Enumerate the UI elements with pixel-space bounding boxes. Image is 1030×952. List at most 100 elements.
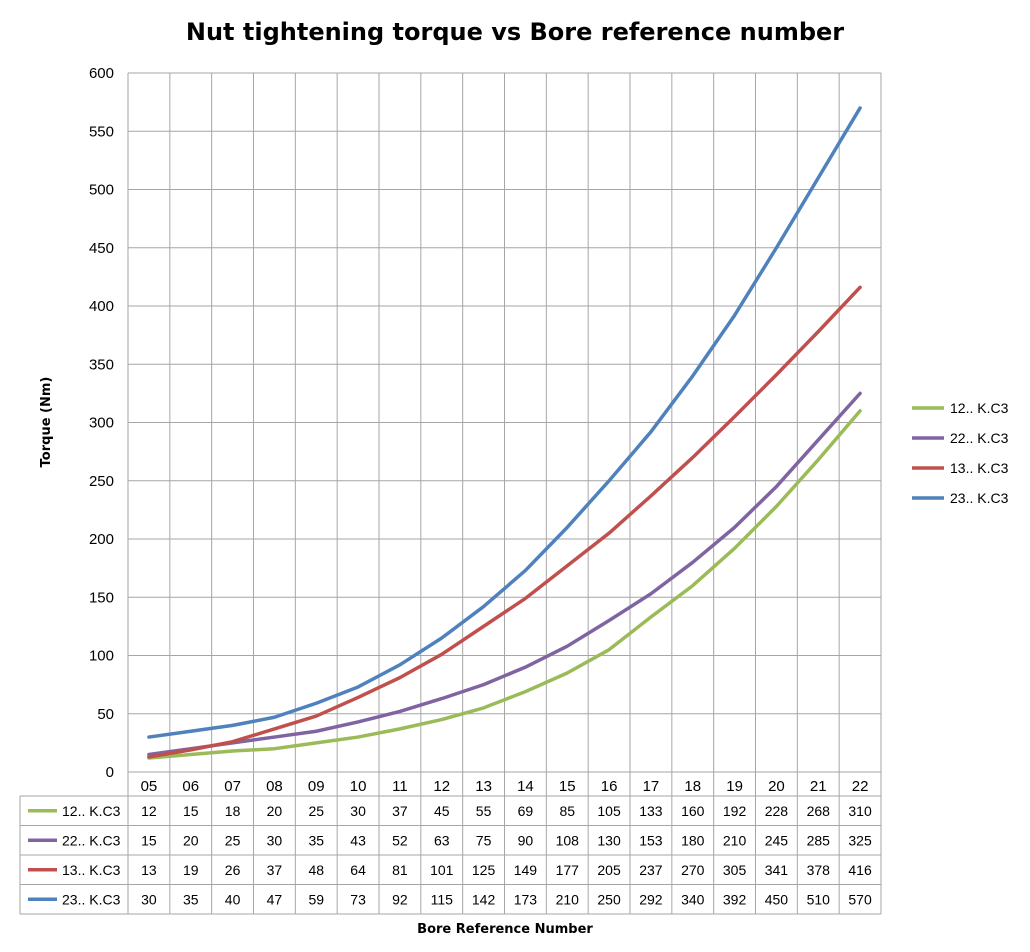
table-cell: 26 (225, 862, 241, 878)
y-tick-label: 500 (89, 182, 114, 199)
y-axis-ticks: 0 50 100 150 200 250 300 350 400 450 500 550 600 (89, 65, 114, 781)
table-cell: 153 (639, 832, 663, 848)
table-cell: 205 (597, 862, 621, 878)
table-cell: 570 (848, 891, 872, 907)
series-line (147, 409, 862, 760)
series-lines (147, 106, 862, 760)
table-cell: 18 (225, 803, 241, 819)
table-cell: 210 (556, 891, 580, 907)
table-cell: 450 (765, 891, 789, 907)
y-tick-label: 0 (106, 764, 114, 781)
table-cell: 149 (514, 862, 538, 878)
table-cell: 192 (723, 803, 747, 819)
y-tick-label: 600 (89, 65, 114, 82)
table-cell: 30 (267, 832, 283, 848)
data-table: 05 06 07 08 09 10 11 12 13 14 15 16 17 18 19 20 21 22 12..… (19, 778, 881, 915)
table-cell: 37 (267, 862, 283, 878)
table-cell: 25 (225, 832, 241, 848)
table-cell: 30 (141, 891, 157, 907)
legend-label: 13.. K.C3 (950, 460, 1009, 476)
table-cell: 69 (518, 803, 534, 819)
table-cell: 47 (267, 891, 283, 907)
x-tick-label: 19 (726, 778, 743, 795)
table-cell: 75 (476, 832, 492, 848)
y-tick-label: 50 (97, 706, 114, 723)
y-tick-label: 450 (89, 240, 114, 257)
table-cell: 20 (183, 832, 199, 848)
table-cell: 52 (392, 832, 408, 848)
table-cell: 245 (765, 832, 789, 848)
x-tick-label: 21 (810, 778, 827, 795)
x-tick-label: 17 (643, 778, 660, 795)
y-tick-label: 400 (89, 298, 114, 315)
x-axis-label: Bore Reference Number (417, 922, 593, 937)
x-tick-label: 22 (852, 778, 869, 795)
table-cell: 392 (723, 891, 747, 907)
grid (127, 72, 882, 914)
table-cell: 15 (141, 832, 157, 848)
table-cell: 180 (681, 832, 705, 848)
y-tick-label: 150 (89, 589, 114, 606)
table-cell: 250 (597, 891, 621, 907)
table-cell: 85 (559, 803, 575, 819)
table-cell: 173 (514, 891, 538, 907)
table-cell: 340 (681, 891, 705, 907)
x-tick-label: 06 (182, 778, 199, 795)
table-cell: 101 (430, 862, 454, 878)
legend-label: 12.. K.C3 (950, 400, 1009, 416)
table-cell: 30 (350, 803, 366, 819)
x-tick-label: 20 (768, 778, 785, 795)
chart-title: Nut tightening torque vs Bore reference … (186, 18, 844, 46)
table-cell: 55 (476, 803, 492, 819)
table-cell: 48 (308, 862, 324, 878)
table-cell: 341 (765, 862, 789, 878)
table-cell: 125 (472, 862, 496, 878)
table-cell: 37 (392, 803, 408, 819)
x-tick-label: 15 (559, 778, 576, 795)
table-cell: 177 (556, 862, 580, 878)
table-row-label: 13.. K.C3 (62, 862, 121, 878)
table-cell: 108 (556, 832, 580, 848)
table-cell: 25 (308, 803, 324, 819)
table-cell: 310 (848, 803, 872, 819)
table-cell: 73 (350, 891, 366, 907)
table-cell: 142 (472, 891, 496, 907)
table-cell: 105 (597, 803, 621, 819)
table-row-label: 12.. K.C3 (62, 803, 121, 819)
x-tick-label: 13 (475, 778, 492, 795)
x-tick-label: 05 (141, 778, 158, 795)
y-axis-label: Torque (Nm) (39, 377, 54, 468)
table-cell: 285 (807, 832, 831, 848)
series-line (147, 391, 862, 757)
table-cell: 19 (183, 862, 199, 878)
table-cell: 160 (681, 803, 705, 819)
table-cell: 35 (308, 832, 324, 848)
y-tick-label: 550 (89, 123, 114, 140)
table-cell: 325 (848, 832, 872, 848)
x-tick-label: 10 (350, 778, 367, 795)
x-tick-label: 08 (266, 778, 283, 795)
table-cell: 64 (350, 862, 366, 878)
table-cell: 35 (183, 891, 199, 907)
table-cell: 40 (225, 891, 241, 907)
series-line (147, 106, 862, 739)
legend: 12.. K.C3 22.. K.C3 13.. K.C3 23.. K.C3 (912, 400, 1009, 506)
table-cell: 90 (518, 832, 534, 848)
table-cell: 45 (434, 803, 450, 819)
x-tick-label: 16 (601, 778, 618, 795)
table-row-label: 23.. K.C3 (62, 891, 121, 907)
table-cell: 270 (681, 862, 705, 878)
table-cell: 210 (723, 832, 747, 848)
x-tick-label: 09 (308, 778, 325, 795)
x-tick-label: 12 (433, 778, 450, 795)
x-tick-label: 18 (684, 778, 701, 795)
table-cell: 305 (723, 862, 747, 878)
series-line (147, 285, 862, 759)
legend-label: 23.. K.C3 (950, 490, 1009, 506)
table-cell: 510 (807, 891, 831, 907)
y-tick-label: 100 (89, 648, 114, 665)
table-cell: 92 (392, 891, 408, 907)
table-cell: 416 (848, 862, 872, 878)
